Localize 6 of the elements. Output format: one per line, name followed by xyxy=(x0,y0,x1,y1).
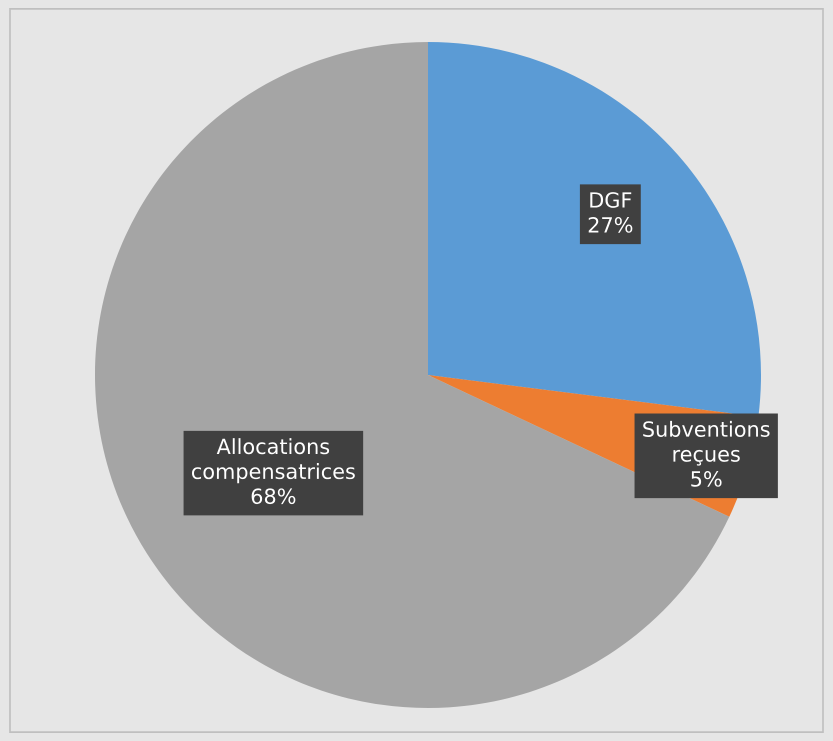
data-label: 5% xyxy=(691,471,722,487)
slice-label: Subventions reçues xyxy=(643,420,770,466)
slice-label: Allocations compensatrices xyxy=(192,438,355,484)
data-label: 68% xyxy=(252,488,296,504)
slice-label: DGF xyxy=(590,192,632,208)
data-label: 27% xyxy=(588,216,632,233)
